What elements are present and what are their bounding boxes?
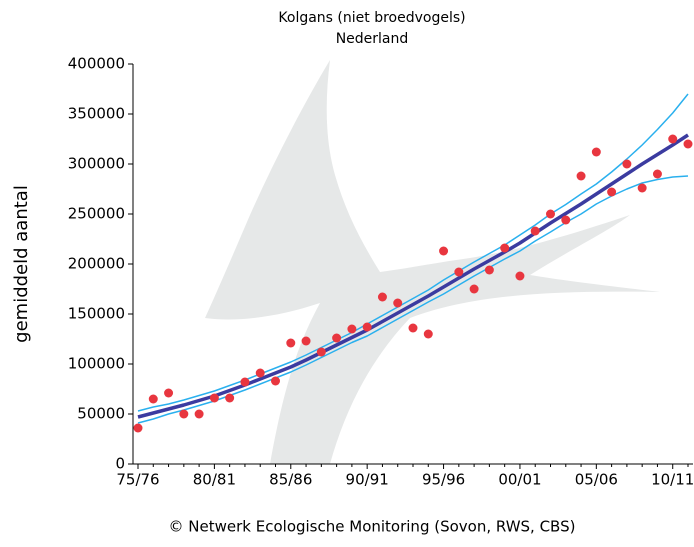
chart-subtitle: Nederland <box>336 31 409 47</box>
trend-line <box>137 93 689 412</box>
data-point <box>515 271 525 281</box>
data-point <box>439 246 449 256</box>
data-point <box>362 322 372 332</box>
data-point <box>408 323 418 333</box>
data-point <box>148 394 158 404</box>
y-tick-label: 0 <box>115 455 125 473</box>
data-point <box>469 284 479 294</box>
data-point <box>637 183 647 193</box>
trend-line <box>137 133 689 419</box>
data-point <box>683 139 693 149</box>
x-tick-label: 85/86 <box>269 471 312 489</box>
y-tick-label: 100000 <box>68 355 125 373</box>
data-point <box>423 329 433 339</box>
chart-title: Kolgans (niet broedvogels) <box>278 10 465 26</box>
data-point <box>393 298 403 308</box>
x-tick-label: 80/81 <box>193 471 236 489</box>
data-point <box>484 265 494 275</box>
data-point <box>576 171 586 181</box>
data-point <box>271 376 280 386</box>
x-tick-label: 95/96 <box>422 471 465 489</box>
x-tick-label: 75/76 <box>116 471 159 489</box>
data-point <box>133 423 143 433</box>
y-tick-label: 200000 <box>68 255 125 273</box>
data-point <box>286 338 296 348</box>
data-point <box>240 377 250 387</box>
y-tick-label: 250000 <box>68 205 125 223</box>
data-point <box>668 134 678 144</box>
data-point <box>591 147 601 157</box>
y-tick-label: 50000 <box>77 405 125 423</box>
y-tick-label: 300000 <box>68 155 125 173</box>
data-point <box>377 292 387 302</box>
data-point <box>347 324 357 334</box>
y-tick-label: 350000 <box>68 105 125 123</box>
data-point <box>454 267 464 277</box>
data-point <box>194 409 204 419</box>
background-bird <box>205 60 660 464</box>
data-point <box>561 215 571 225</box>
data-point <box>652 169 662 179</box>
x-tick-label: 05/06 <box>575 471 618 489</box>
y-tick-label: 400000 <box>68 55 125 73</box>
data-point <box>225 393 235 403</box>
data-point <box>179 409 189 419</box>
x-tick-label: 90/91 <box>346 471 389 489</box>
data-point <box>209 393 219 403</box>
data-point <box>255 368 265 378</box>
data-point <box>301 336 311 346</box>
data-point <box>530 226 540 236</box>
data-point <box>622 159 632 169</box>
data-point <box>332 333 342 343</box>
y-axis-label: gemiddeld aantal <box>11 185 32 343</box>
data-point <box>164 388 174 398</box>
footer: © Netwerk Ecologische Monitoring (Sovon,… <box>169 518 576 536</box>
data-point <box>500 243 510 253</box>
data-point <box>316 347 326 357</box>
data-point <box>546 209 555 219</box>
data-point <box>607 187 617 197</box>
x-tick-label: 10/11 <box>651 471 694 489</box>
y-tick-label: 150000 <box>68 305 125 323</box>
x-tick-label: 00/01 <box>498 471 541 489</box>
